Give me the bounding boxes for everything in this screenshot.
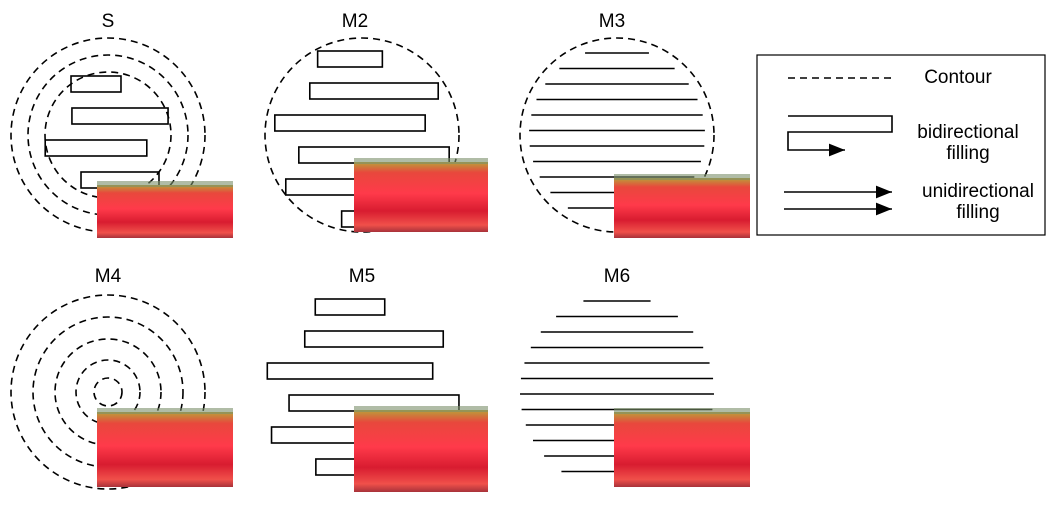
fill-rect xyxy=(310,83,438,99)
micrograph-edge xyxy=(97,181,233,187)
fill-rect xyxy=(305,331,443,347)
panels: S M2 M3 M4 M5 M6 xyxy=(11,11,750,492)
panel-label: M3 xyxy=(599,11,625,32)
micrograph-edge xyxy=(97,408,233,414)
legend-label: bidirectional xyxy=(917,122,1018,143)
legend-label: Contour xyxy=(924,67,992,88)
fill-rect xyxy=(72,108,168,124)
micrograph xyxy=(354,410,488,492)
fill-rect xyxy=(318,51,383,67)
panel-label: M2 xyxy=(342,11,368,32)
panel-label: M6 xyxy=(604,266,630,287)
fill-rect xyxy=(45,140,147,156)
panel-label: M5 xyxy=(349,266,375,287)
fill-rect xyxy=(315,299,384,315)
panel-label: S xyxy=(102,11,115,32)
legend-label: unidirectional xyxy=(922,181,1034,202)
contour xyxy=(94,378,122,406)
fill-rect xyxy=(275,115,425,131)
micrograph-edge xyxy=(354,406,488,412)
legend-label: filling xyxy=(946,143,989,164)
micrograph xyxy=(614,178,750,238)
micrograph xyxy=(97,185,233,238)
figure: S M2 M3 M4 M5 M6 Contour bidirectional fillin… xyxy=(0,0,1057,511)
legend-label: filling xyxy=(956,202,999,223)
micrograph-edge xyxy=(614,174,750,180)
legend-box xyxy=(757,55,1045,235)
micrograph xyxy=(614,412,750,487)
panel-label: M4 xyxy=(95,266,122,287)
micrograph-edge xyxy=(614,408,750,414)
fill-rect xyxy=(71,76,121,92)
micrograph xyxy=(97,412,233,487)
micrograph xyxy=(354,162,488,232)
legend: Contour bidirectional filling unidirecti… xyxy=(757,55,1045,235)
contour xyxy=(45,72,171,198)
micrograph-edge xyxy=(354,158,488,164)
fill-rect xyxy=(267,363,432,379)
